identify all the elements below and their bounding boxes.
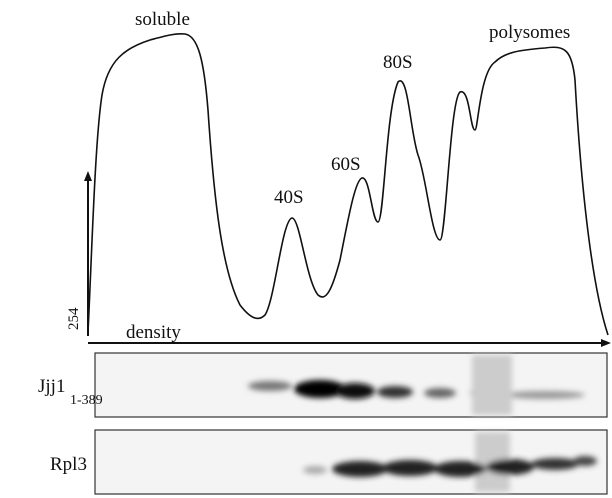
- blot-label: Jjj1: [38, 376, 65, 397]
- y-axis-label: 254: [66, 307, 82, 330]
- x-axis-label: density: [126, 322, 181, 343]
- peak-label: 40S: [274, 187, 304, 208]
- profile: soluble 40S 60S 80S polysomes 254 densit…: [66, 9, 608, 343]
- profile-curve: [88, 34, 608, 335]
- figure: soluble 40S 60S 80S polysomes 254 densit…: [0, 0, 612, 498]
- blot-label: Rpl3: [50, 454, 87, 475]
- peak-label: polysomes: [489, 22, 570, 43]
- blot-1: Jjj1 1-389: [38, 353, 607, 417]
- peak-label: soluble: [135, 9, 190, 30]
- peak-label: 80S: [383, 52, 413, 73]
- peak-label: 60S: [331, 154, 361, 175]
- blot-2: Rpl3: [50, 430, 607, 494]
- blot-subscript: 1-389: [70, 393, 103, 408]
